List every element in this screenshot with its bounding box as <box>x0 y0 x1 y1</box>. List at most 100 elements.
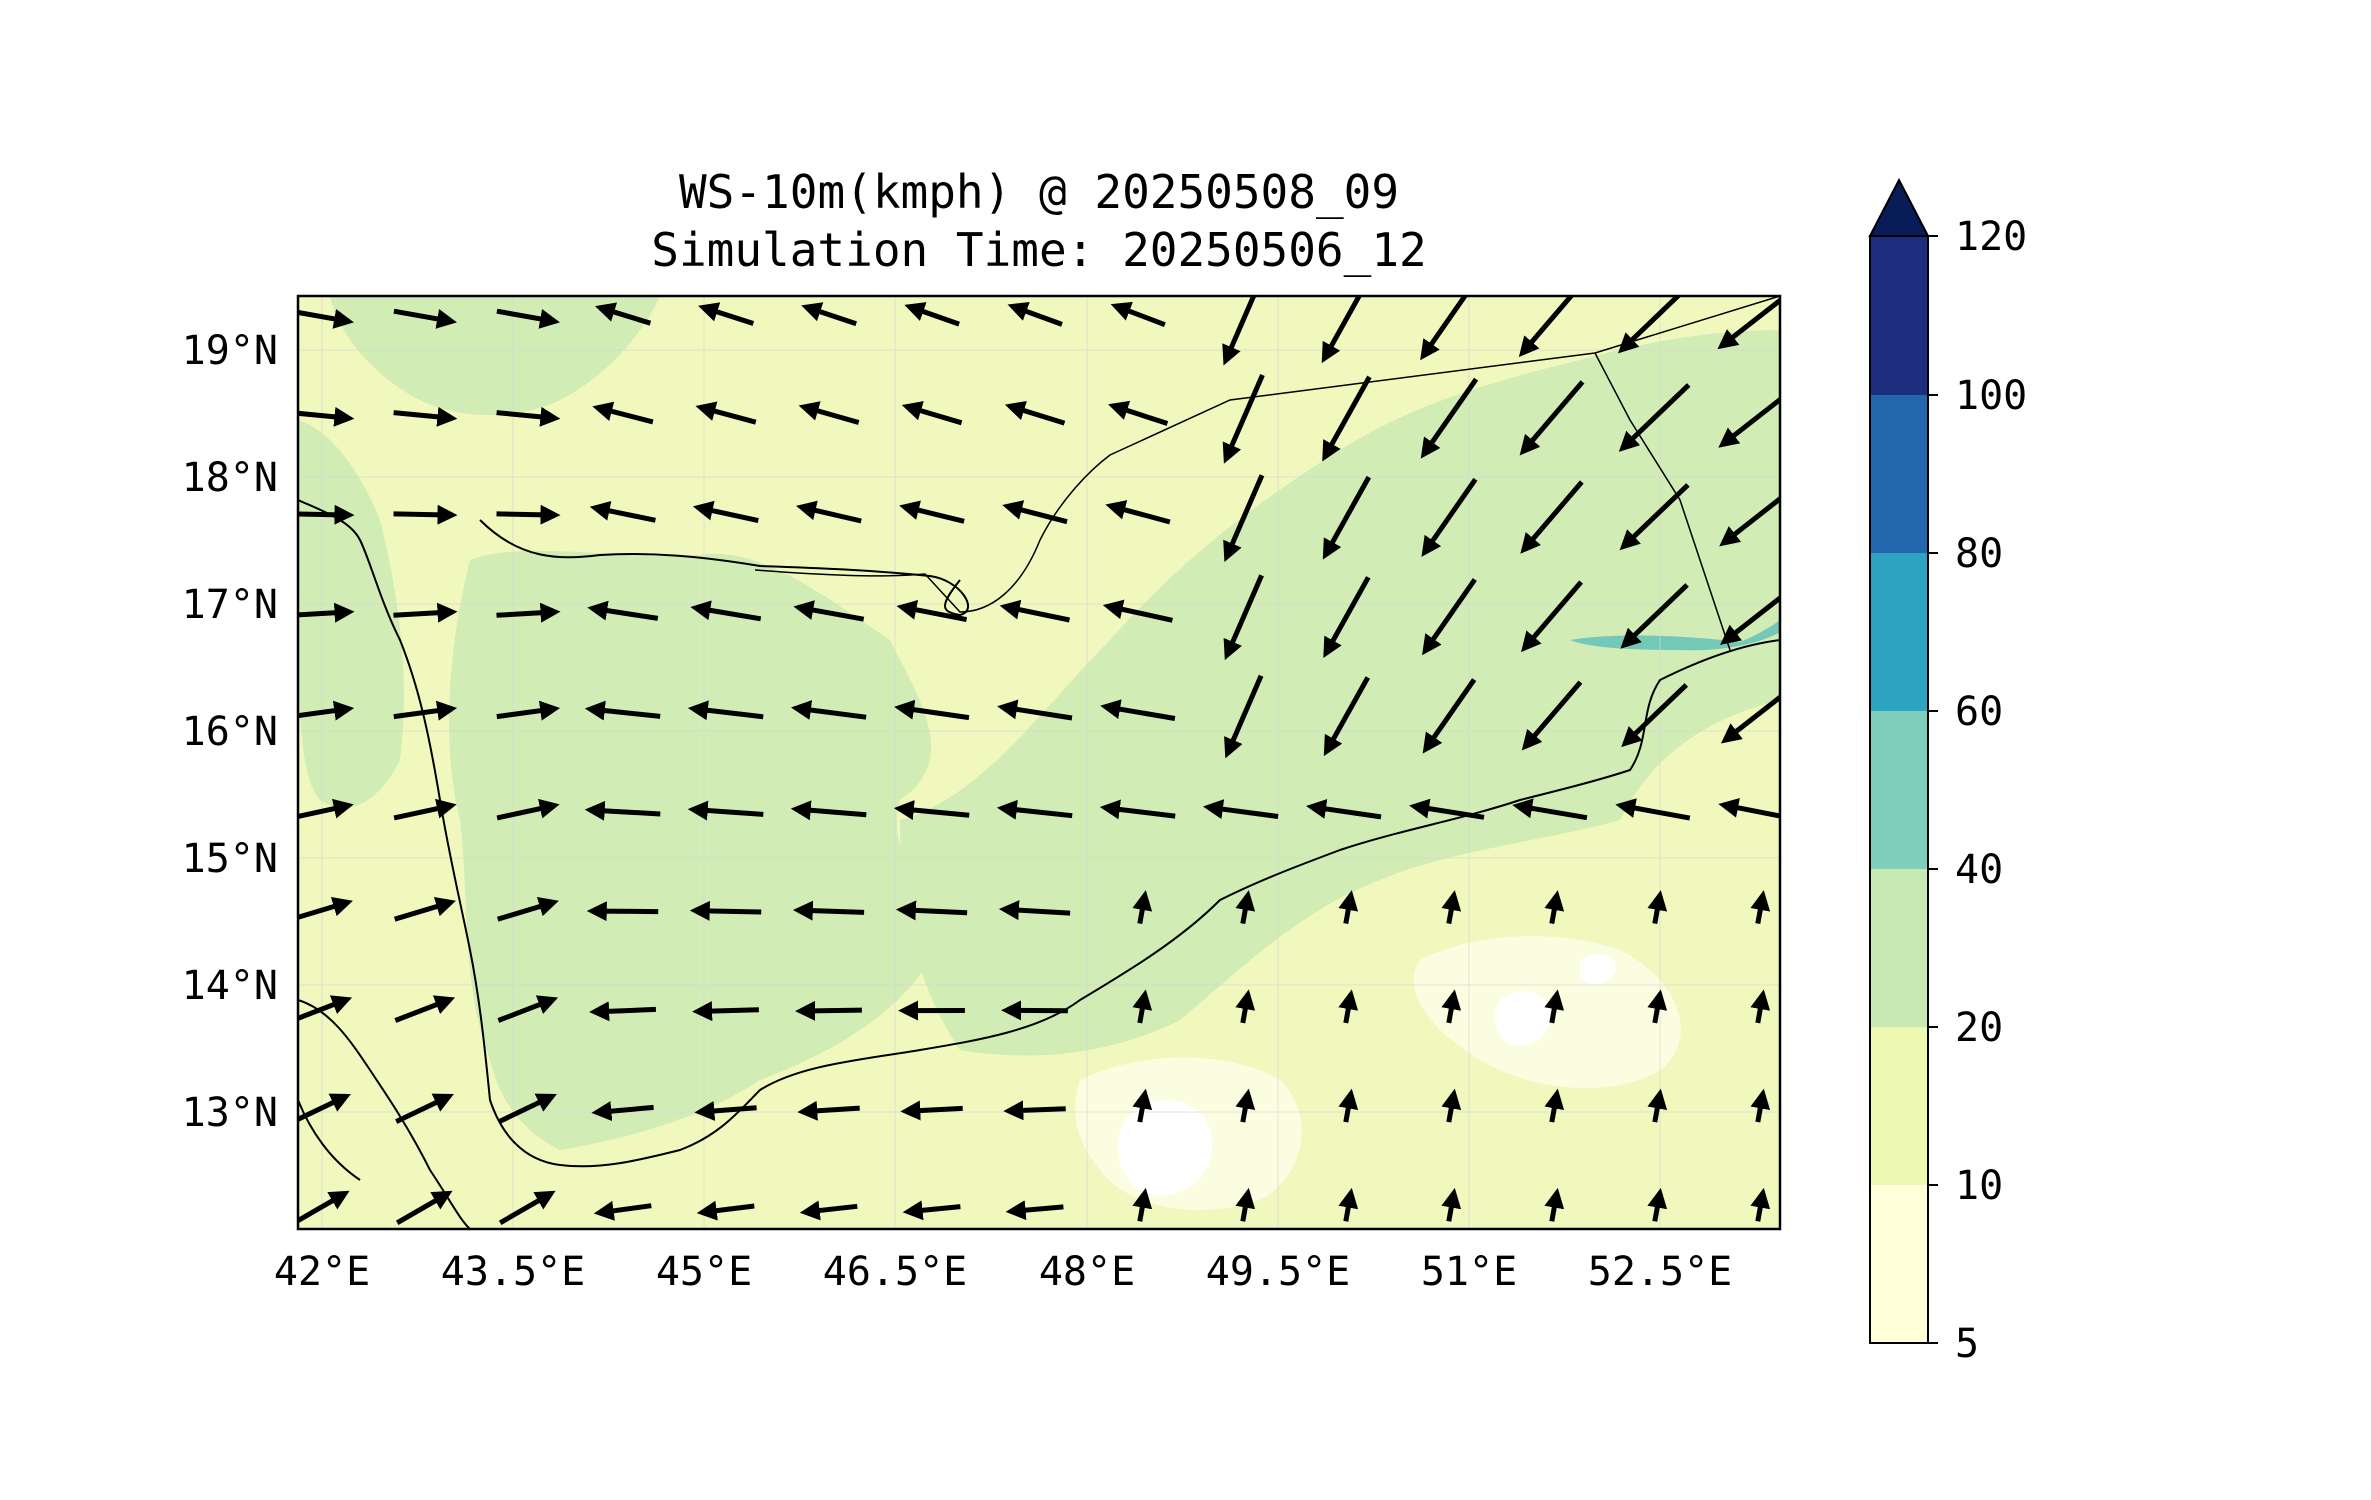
wind-arrow <box>497 995 559 1023</box>
lat-tick-label: 13°N <box>182 1090 278 1136</box>
colorbar-band <box>1870 869 1928 1027</box>
lat-tick-label: 18°N <box>182 455 278 501</box>
wind-arrow <box>393 896 456 922</box>
contour-lt5-south-1 <box>1118 1100 1212 1196</box>
wind-arrow <box>298 896 353 920</box>
wind-arrow <box>692 500 759 524</box>
wind-arrow <box>1518 296 1575 358</box>
wind-arrow <box>589 501 656 523</box>
wind-arrow <box>1718 396 1780 448</box>
wind-arrow <box>1100 699 1176 721</box>
wind-arrow <box>1621 683 1689 748</box>
wind-arrow <box>498 1093 557 1124</box>
lat-tick-label: 17°N <box>182 582 278 628</box>
wind-arrow <box>393 406 458 427</box>
wind-arrow <box>1321 296 1363 364</box>
map-frame <box>296 294 1782 1231</box>
wind-arrow <box>298 309 354 329</box>
wind-arrow <box>790 800 867 821</box>
wind-arrow <box>698 302 755 326</box>
wind-arrow <box>496 602 561 623</box>
wind-arrow <box>793 600 865 622</box>
wind-arrow <box>1619 483 1690 551</box>
wind-arrow <box>1001 1000 1068 1021</box>
wind-arrow <box>1719 495 1780 547</box>
wind-arrow <box>1099 799 1176 820</box>
wind-arrow <box>1420 296 1468 361</box>
wind-arrow <box>1521 680 1583 751</box>
wind-arrow <box>394 995 456 1023</box>
wind-arrow <box>1720 594 1780 645</box>
wind-arrow <box>1323 576 1371 658</box>
wind-arrow <box>393 700 458 721</box>
wind-arrow <box>1322 475 1371 560</box>
wind-arrow <box>899 500 965 524</box>
wind-arrow <box>801 302 857 327</box>
contour-lt5-south-3 <box>1580 953 1616 984</box>
wind-arrow <box>1322 375 1372 462</box>
wind-arrow <box>1003 1100 1066 1121</box>
wind-arrow <box>694 1100 757 1121</box>
wind-arrow <box>1007 301 1063 327</box>
wind-arrow <box>696 1200 755 1221</box>
wind-arrow <box>1718 797 1780 819</box>
wind-arrow <box>690 600 762 622</box>
lon-tick-label: 49.5°E <box>1206 1249 1351 1295</box>
wind-arrow <box>997 699 1073 721</box>
wind-arrow <box>496 798 560 821</box>
lat-tick-label: 19°N <box>182 328 278 374</box>
lon-tick-label: 48°E <box>1039 1249 1135 1295</box>
wind-arrow <box>1720 694 1780 744</box>
wind-arrow <box>797 1100 860 1121</box>
wind-arrow <box>689 900 762 921</box>
wind-arrow <box>1102 599 1173 623</box>
wind-arrow <box>393 504 458 525</box>
wind-arrow <box>298 1093 351 1123</box>
wind-speed-fill <box>298 296 1780 1229</box>
wind-arrow <box>687 700 764 721</box>
wind-arrow <box>1002 500 1068 525</box>
lat-tick-labels: 19°N 18°N 17°N 16°N 15°N 14°N 13°N <box>182 328 278 1136</box>
lon-tick-labels: 42°E 43.5°E 45°E 46.5°E 48°E 49.5°E 51°E… <box>274 1249 1732 1295</box>
wind-arrow <box>1420 377 1479 459</box>
wind-arrow <box>790 700 867 720</box>
lon-tick-label: 43.5°E <box>441 1249 586 1295</box>
wind-arrow <box>1422 578 1477 656</box>
wind-arrow <box>1306 798 1382 820</box>
wind-arrow <box>591 1101 654 1122</box>
wind-arrow <box>298 406 355 427</box>
wind-arrow <box>901 401 963 426</box>
wind-arrow <box>1004 401 1066 426</box>
wind-arrow <box>695 401 757 425</box>
wind-arrow <box>1222 296 1257 366</box>
wind-arrow <box>298 798 354 819</box>
wind-arrow <box>395 1093 454 1124</box>
wind-arrow <box>1338 1088 1359 1123</box>
wind-arrow <box>1647 1088 1668 1123</box>
colorbar-ticks <box>1928 235 1938 1344</box>
wind-arrow <box>796 500 862 524</box>
wind-arrow <box>1223 574 1264 661</box>
map-title-line1: WS-10m(kmph) @ 20250508_09 <box>679 165 1399 219</box>
wind-arrow <box>1323 676 1370 757</box>
map-panel <box>296 294 1782 1231</box>
wind-arrow <box>298 700 355 721</box>
colorbar-band <box>1870 553 1928 711</box>
wind-arrow <box>1647 890 1668 925</box>
wind-arrow <box>298 1190 350 1224</box>
wind-arrow <box>586 901 659 922</box>
lon-tick-label: 46.5°E <box>823 1249 968 1295</box>
wind-arrow <box>1235 989 1256 1024</box>
lon-tick-label: 51°E <box>1421 1249 1517 1295</box>
lat-tick-label: 16°N <box>182 709 278 755</box>
wind-arrow <box>496 406 561 427</box>
wind-arrow <box>1544 989 1565 1024</box>
wind-arrow <box>1224 674 1264 759</box>
wind-arrow <box>584 700 661 721</box>
wind-arrow <box>584 800 661 821</box>
wind-arrow <box>1750 1088 1771 1123</box>
wind-arrow <box>298 995 353 1021</box>
colorbar-band <box>1870 1185 1928 1343</box>
wind-arrow <box>1338 1187 1359 1222</box>
wind-arrow <box>395 1190 453 1225</box>
